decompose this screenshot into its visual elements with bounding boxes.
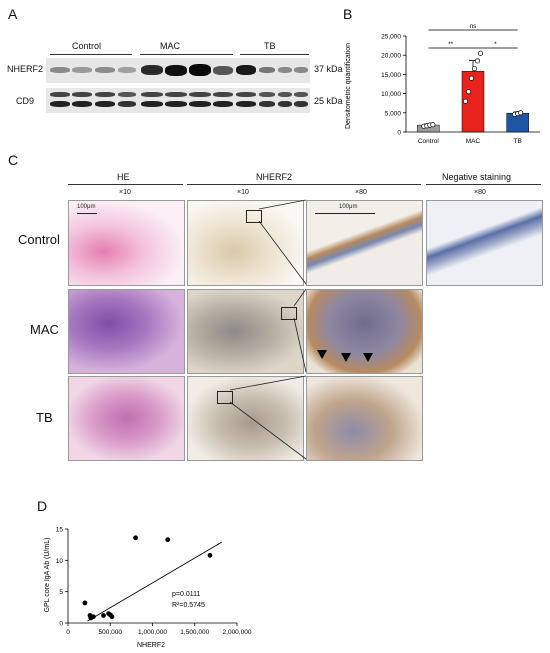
data-point — [474, 58, 481, 64]
row-label-control: Control — [18, 232, 60, 247]
d-x-tick-label: 0 — [66, 629, 70, 636]
mag-nherf2-80: ×80 — [355, 189, 367, 196]
d-y-axis-label: GPL core IgA Ab (U/mL) — [44, 538, 51, 613]
data-point — [471, 66, 478, 72]
d-x-tick-label: 1,000,000 — [138, 629, 167, 636]
negative-control-image — [426, 200, 543, 286]
b-y-tick-label: 25,000 — [381, 34, 401, 41]
p-value-annotation: p=0.0111 — [172, 591, 200, 598]
d-y-tick-label: 10 — [56, 558, 64, 565]
blot-nherf2 — [46, 58, 310, 83]
inset-box — [281, 307, 297, 320]
col-line-nherf2 — [187, 184, 421, 185]
group-line-tb — [240, 54, 309, 55]
b-y-tick-label: 15,000 — [381, 72, 401, 79]
col-line-negative — [426, 184, 541, 185]
group-label-tb: TB — [264, 41, 276, 51]
data-point — [462, 98, 469, 104]
data-point — [430, 122, 436, 128]
panel-label-b: B — [343, 6, 353, 22]
bar-mac — [461, 71, 485, 133]
size-label-25kda: 25 kDa — [314, 96, 343, 106]
size-label-37kda: 37 kDa — [314, 64, 343, 74]
scatter-point — [207, 552, 213, 558]
he-tb-image — [68, 376, 185, 461]
scalebar-80x: 100μm — [339, 204, 358, 210]
nherf2-control-80x-image: 100μm — [306, 200, 423, 286]
densitometry-bar-chart: 0 5,000 10,000 15,000 20,000 25,000 Control MAC… — [345, 23, 540, 145]
group-line-control — [50, 54, 132, 55]
sig-mac-tb: * — [494, 41, 497, 48]
r-squared-annotation: R²=0.5745 — [172, 602, 205, 609]
data-point — [477, 50, 484, 56]
col-header-nherf2: NHERF2 — [256, 172, 293, 182]
scatter-point — [133, 535, 138, 541]
row-label-tb: TB — [36, 410, 53, 425]
scatter-point — [90, 614, 96, 620]
scatter-plot: 0 5 10 15 0 500,000 1,000,000 1,500,000 2,000,00… — [44, 527, 252, 650]
b-y-tick-label: 5,000 — [385, 110, 402, 117]
panel-label-c: C — [8, 152, 19, 168]
scalebar-he-line — [77, 213, 97, 214]
blot-cd9 — [46, 88, 310, 113]
arrowhead-icon — [317, 350, 327, 359]
nherf2-control-10x-image — [187, 200, 304, 286]
nherf2-tb-10x-image — [187, 376, 304, 461]
he-control-image: 100μm — [68, 200, 185, 286]
b-y-axis-label: Densitometric quantification — [345, 43, 352, 129]
arrowhead-icon — [341, 353, 351, 362]
col-header-negative: Negative staining — [442, 172, 512, 182]
d-x-tick-label: 500,000 — [99, 629, 123, 636]
sig-ns: ns — [470, 23, 478, 30]
panel-label-a: A — [8, 6, 18, 22]
nherf2-mac-80x-image — [306, 289, 423, 374]
b-y-tick-label: 10,000 — [381, 91, 401, 98]
data-point — [468, 75, 475, 81]
inset-box — [246, 210, 262, 223]
nherf2-tb-80x-image — [306, 376, 423, 461]
b-y-tick-label: 20,000 — [381, 53, 401, 60]
b-y-tick-label: 0 — [397, 130, 401, 137]
col-line-he — [68, 184, 183, 185]
mag-negative-80: ×80 — [474, 189, 486, 196]
scatter-point — [109, 614, 115, 620]
scatter-point — [101, 613, 106, 618]
d-y-tick-label: 15 — [56, 527, 64, 534]
regression-line — [87, 541, 223, 622]
mag-nherf2-10: ×10 — [237, 189, 249, 196]
protein-label-nherf2: NHERF2 — [7, 64, 44, 74]
nherf2-mac-10x-image — [187, 289, 304, 374]
panel-label-d: D — [37, 498, 48, 514]
group-line-mac — [140, 54, 233, 55]
row-label-mac: MAC — [30, 322, 59, 337]
data-point — [518, 110, 524, 116]
scatter-point — [82, 600, 88, 606]
scalebar-he: 100μm — [77, 204, 96, 210]
d-y-tick-label: 5 — [59, 589, 63, 596]
arrowhead-icon — [363, 353, 373, 362]
inset-box — [217, 391, 233, 404]
group-label-control: Control — [72, 41, 102, 51]
sig-control-mac: ** — [448, 41, 454, 48]
protein-label-cd9: CD9 — [16, 96, 35, 106]
b-x-tick-label: TB — [514, 138, 522, 145]
scalebar-80x-line — [315, 213, 375, 214]
b-x-tick-label: MAC — [466, 138, 481, 145]
d-y-tick-label: 0 — [59, 621, 63, 628]
group-label-mac: MAC — [160, 41, 180, 51]
b-x-tick-label: Control — [418, 138, 440, 145]
d-x-axis-label: NHERF2 — [137, 642, 165, 649]
he-mac-image — [68, 289, 185, 374]
data-point — [465, 89, 472, 95]
col-header-he: HE — [117, 172, 130, 182]
d-x-tick-label: 1,500,000 — [180, 629, 209, 636]
scatter-point — [165, 537, 171, 543]
d-x-tick-label: 2,000,000 — [223, 629, 252, 636]
mag-he: ×10 — [119, 189, 131, 196]
